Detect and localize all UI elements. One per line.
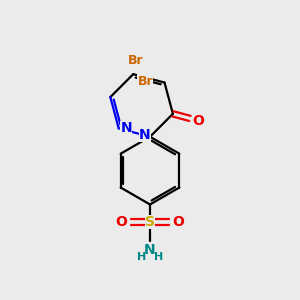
Text: O: O <box>172 215 184 229</box>
Text: N: N <box>120 122 132 135</box>
Text: O: O <box>116 215 128 229</box>
Text: Br: Br <box>128 54 144 68</box>
Text: N: N <box>139 128 151 142</box>
Text: S: S <box>145 215 155 229</box>
Text: H: H <box>137 252 146 262</box>
Text: N: N <box>144 243 156 257</box>
Text: H: H <box>154 252 163 262</box>
Text: Br: Br <box>138 75 153 88</box>
Text: O: O <box>193 114 204 128</box>
